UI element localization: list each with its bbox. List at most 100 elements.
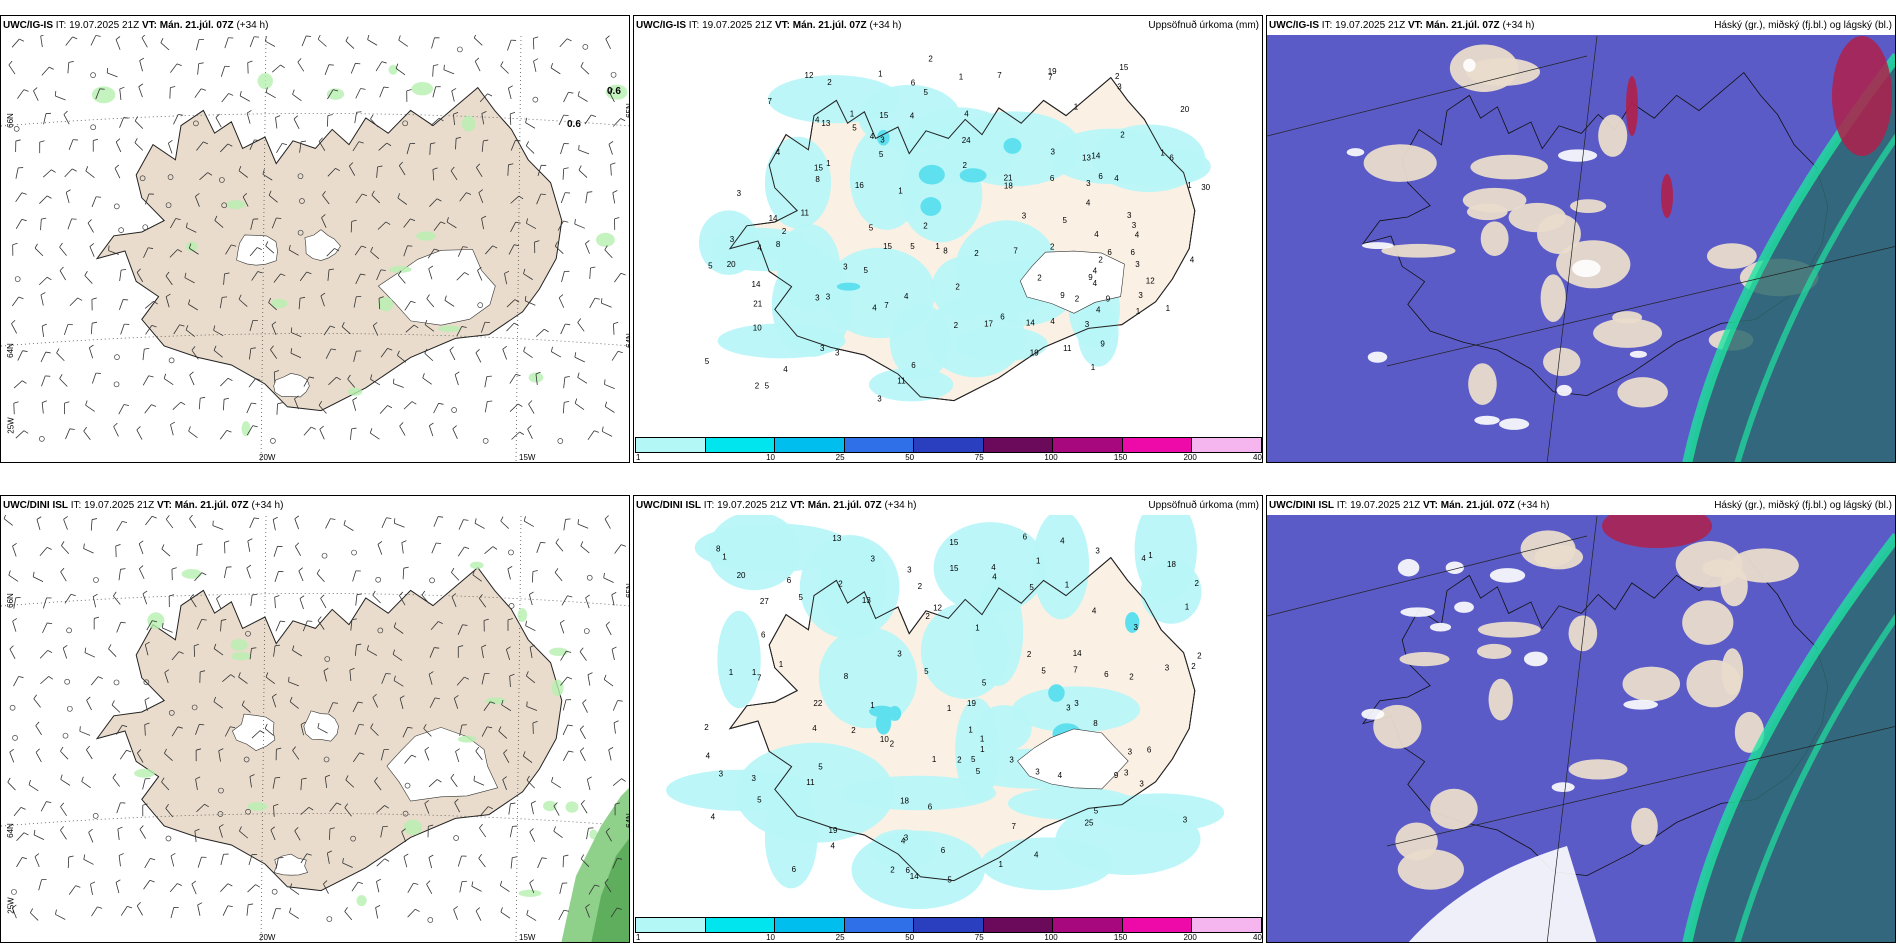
wind-barb-tick xyxy=(578,165,582,171)
wind-barb xyxy=(224,726,231,737)
wind-barb-tick xyxy=(594,884,600,887)
wind-barb-tick xyxy=(161,544,165,550)
precip-value: 3 xyxy=(1139,780,1144,789)
wind-barb xyxy=(213,701,224,709)
precip-value: 6 xyxy=(906,866,911,875)
wind-barb xyxy=(561,271,565,283)
wind-barb-tick xyxy=(70,593,76,597)
wind-barb xyxy=(484,546,494,555)
wind-barb xyxy=(303,426,312,436)
wind-barb-tick xyxy=(568,91,574,94)
wind-barb xyxy=(422,377,432,385)
wind-barb-tick xyxy=(608,747,614,751)
wind-barb xyxy=(246,567,251,579)
calm-marker xyxy=(62,732,69,739)
wind-barb-tick xyxy=(89,344,94,349)
wind-barb xyxy=(560,143,565,155)
wind-barb xyxy=(579,750,586,762)
precip-value: 2 xyxy=(1129,673,1134,682)
clear-sky-area xyxy=(1395,822,1438,861)
clear-sky-area xyxy=(1408,846,1597,942)
wind-barb xyxy=(610,164,612,176)
wind-barb xyxy=(380,749,385,761)
wind-barb-tick xyxy=(18,296,24,300)
wind-barb xyxy=(507,164,509,176)
wind-barb-tick xyxy=(19,38,25,42)
wind-barb-tick xyxy=(60,802,65,807)
calm-marker xyxy=(168,357,175,364)
wind-barb xyxy=(221,93,229,103)
wind-barb-tick xyxy=(563,114,569,117)
precip-value: 20 xyxy=(737,571,746,580)
wind-barb xyxy=(170,63,178,73)
wind-barb-tick xyxy=(34,853,40,858)
wind-barb-tick xyxy=(42,400,48,403)
wind-barb-tick xyxy=(323,667,329,672)
precip-value: 7 xyxy=(997,71,1002,80)
wind-barb-tick xyxy=(507,618,513,621)
wind-barb-tick xyxy=(603,674,607,680)
wind-barb xyxy=(397,355,407,363)
precip-area xyxy=(717,610,761,709)
wind-barb xyxy=(250,594,253,606)
wind-barb xyxy=(294,546,302,557)
precip-spot xyxy=(549,647,569,656)
wind-barb xyxy=(17,350,23,361)
wind-barb xyxy=(241,704,251,713)
longitude-gridline xyxy=(260,515,267,942)
calm-marker xyxy=(139,175,146,182)
precip-value: 15 xyxy=(1119,63,1128,72)
wind-barb-tick xyxy=(450,166,455,172)
graticule-line xyxy=(1546,515,1598,942)
precip-label: 0.6 xyxy=(567,119,581,130)
wind-barb-tick xyxy=(191,880,197,885)
colorbar-swatch xyxy=(913,917,984,933)
precip-value: 3 xyxy=(1086,179,1091,188)
wind-barb-tick xyxy=(194,643,200,647)
wind-barb xyxy=(63,519,68,530)
wind-barb xyxy=(68,139,74,151)
wind-barb-tick xyxy=(15,139,21,142)
clear-sky-area xyxy=(1429,622,1452,632)
wind-barb xyxy=(224,37,229,49)
wind-barb xyxy=(11,296,20,307)
wind-barb xyxy=(563,519,566,531)
precip-value: 1 xyxy=(980,734,985,743)
wind-barb xyxy=(136,272,144,283)
wind-barb-tick xyxy=(306,35,312,37)
precip-value: 5 xyxy=(852,124,857,133)
wind-barb xyxy=(426,298,435,308)
wind-barb-tick xyxy=(203,141,209,145)
calm-marker xyxy=(193,120,199,127)
wind-barb-tick xyxy=(386,517,392,519)
wind-barb-tick xyxy=(381,61,387,64)
wind-barb-tick xyxy=(397,350,400,356)
wind-barb-tick xyxy=(366,645,369,651)
precip-value: 1 xyxy=(932,755,937,764)
wind-barb xyxy=(459,724,463,736)
wind-barb-tick xyxy=(252,425,258,428)
wind-barb xyxy=(584,114,592,125)
wind-barb-tick xyxy=(227,143,233,147)
wind-barb-tick xyxy=(226,430,232,433)
precip-value: 9 xyxy=(1100,339,1105,348)
clear-sky-area xyxy=(1706,243,1757,269)
wind-barb xyxy=(452,428,458,439)
precip-spot xyxy=(438,325,462,333)
wind-barb xyxy=(271,696,277,708)
wind-barb-tick xyxy=(604,379,606,385)
calm-marker xyxy=(168,710,175,716)
wind-barb xyxy=(323,670,327,682)
wind-barb xyxy=(509,675,511,687)
wind-barb-tick xyxy=(68,855,74,858)
wind-barb xyxy=(612,778,622,787)
wind-barb xyxy=(169,249,178,258)
wind-barb-tick xyxy=(191,346,196,351)
wind-barb-tick xyxy=(399,591,404,596)
wind-barb-tick xyxy=(360,273,366,276)
wind-barb xyxy=(300,806,310,815)
wind-barb-tick xyxy=(533,36,539,39)
wind-barb xyxy=(163,378,174,386)
wind-barb-tick xyxy=(397,270,402,276)
wind-barb xyxy=(299,271,307,282)
